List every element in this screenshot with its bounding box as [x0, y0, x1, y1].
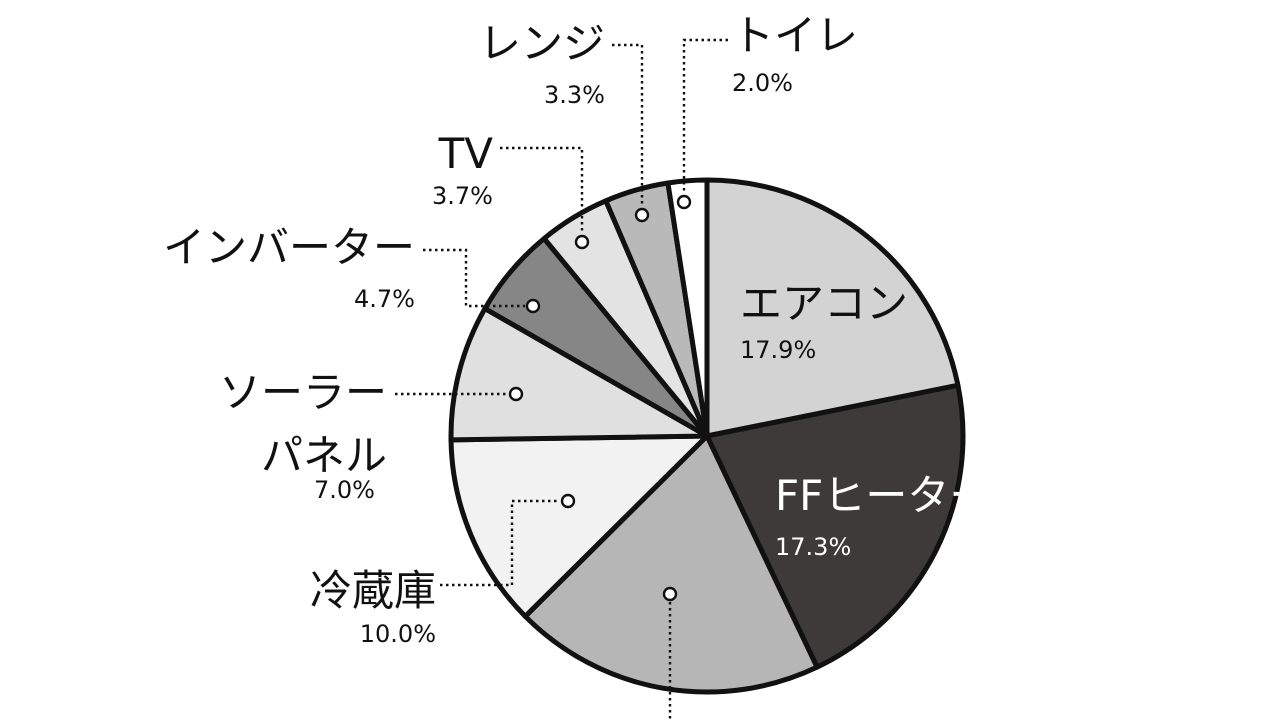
slice-label-value: 17.3% — [775, 533, 851, 561]
leader-line — [682, 38, 728, 194]
label-marker — [676, 194, 692, 210]
slice-label-group: インバーター 4.7% — [163, 223, 415, 313]
pie-slice-ff — [704, 382, 966, 670]
pie-slice-slice-5 — [448, 306, 710, 443]
slice-label-name: エアコン — [740, 279, 908, 328]
leader-line — [423, 248, 525, 308]
slice-label-group: 冷蔵庫 10.0% — [310, 566, 436, 648]
slice-label-name: ソーラー — [219, 368, 387, 417]
slice-label-name: FFヒーター — [775, 471, 991, 520]
slice-label-name: パネル — [261, 431, 387, 480]
pie-slice-slice-3 — [522, 433, 820, 695]
slice-label-group: トイレ 2.0% — [732, 11, 858, 97]
slice-label-group: レンジ 3.3% — [479, 19, 605, 109]
slice-label-value: 3.7% — [432, 182, 493, 210]
leader-line — [612, 43, 644, 207]
slice-label-group: FFヒーター 17.3% — [775, 471, 991, 561]
slice-label-name: トイレ — [732, 11, 858, 60]
slice-label-name: TV — [438, 129, 494, 178]
label-marker — [574, 234, 590, 250]
pie-slice-slice-4 — [448, 433, 710, 619]
slice-label-group: TV 3.7% — [432, 129, 493, 210]
slice-label-value: 2.0% — [732, 69, 793, 97]
pie-slices — [448, 177, 966, 695]
slice-label-name: 冷蔵庫 — [310, 566, 436, 615]
slice-label-value: 7.0% — [314, 476, 375, 504]
leader-line — [440, 499, 560, 587]
slice-label-group: エアコン 17.9% — [740, 279, 908, 364]
label-marker — [662, 586, 678, 602]
slice-label-name: インバーター — [163, 223, 415, 272]
label-marker — [560, 493, 576, 509]
slice-label-value: 17.9% — [740, 336, 816, 364]
slice-label-name: レンジ — [479, 19, 605, 68]
pie-slice-slice-9 — [665, 177, 710, 439]
slice-label-value: 4.7% — [354, 285, 415, 313]
label-marker — [508, 386, 524, 402]
label-marker — [634, 207, 650, 223]
slice-label-value: 3.3% — [544, 81, 605, 109]
label-marker — [525, 298, 541, 314]
pie-slice-slice-1 — [704, 177, 961, 439]
leader-lines — [395, 38, 728, 720]
slice-label-value: 10.0% — [360, 620, 436, 648]
leader-line — [500, 146, 584, 234]
